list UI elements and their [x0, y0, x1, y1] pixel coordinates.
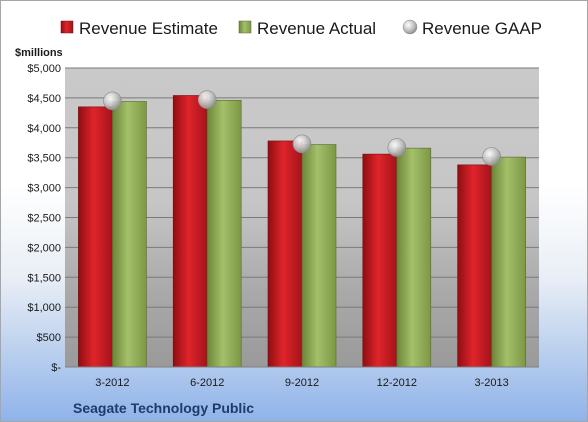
- bar-revenue-actual: [112, 101, 147, 368]
- marker-revenue-gaap: [482, 147, 501, 166]
- y-axis-unit-label: $millions: [15, 47, 63, 59]
- bar-revenue-actual: [301, 144, 337, 368]
- x-tick-label: 3-2013: [474, 377, 508, 389]
- bar-revenue-estimate: [172, 95, 208, 368]
- x-axis-tick-labels: 3-2012 6-2012 9-2012 12-2012 3-2013: [95, 377, 508, 389]
- legend-label-estimate: Revenue Estimate: [79, 19, 218, 38]
- x-tick-label: 3-2012: [95, 377, 129, 389]
- legend-swatch-estimate: [60, 20, 74, 34]
- y-tick-label: $1,500: [27, 272, 61, 284]
- y-tick-label: $4,500: [27, 93, 61, 105]
- y-tick-label: $500: [37, 332, 61, 344]
- bar-revenue-estimate: [267, 140, 303, 368]
- x-tick-label: 6-2012: [190, 377, 224, 389]
- legend-label-actual: Revenue Actual: [257, 19, 376, 38]
- legend-marker-gaap: [402, 19, 418, 35]
- bar-revenue-estimate: [78, 106, 113, 368]
- y-tick-label: $-: [51, 362, 61, 374]
- legend-swatch-actual: [238, 20, 252, 34]
- bar-revenue-estimate: [362, 153, 398, 368]
- y-tick-label: $1,000: [27, 302, 61, 314]
- y-tick-label: $4,000: [27, 123, 61, 135]
- y-tick-label: $5,000: [27, 63, 61, 75]
- y-tick-label: $2,000: [27, 242, 61, 254]
- marker-revenue-gaap: [197, 90, 217, 109]
- y-tick-label: $3,000: [27, 183, 61, 195]
- company-name: Seagate Technology Public: [73, 400, 254, 416]
- marker-revenue-gaap: [292, 134, 312, 154]
- marker-revenue-gaap: [103, 91, 122, 111]
- bar-revenue-actual: [491, 156, 526, 368]
- gaap-markers: [103, 90, 501, 166]
- bar-revenue-estimate: [457, 164, 492, 368]
- y-axis-tick-labels: $- $500 $1,000 $1,500 $2,000 $2,500 $3,000 $3,5…: [27, 63, 61, 374]
- x-tick-label: 12-2012: [377, 377, 417, 389]
- x-tick-label: 9-2012: [285, 377, 319, 389]
- y-tick-label: $3,500: [27, 153, 61, 165]
- legend-label-gaap: Revenue GAAP: [422, 19, 542, 38]
- bar-revenue-actual: [396, 147, 432, 368]
- legend: Revenue Estimate Revenue Actual Revenue …: [60, 19, 542, 38]
- bars: [78, 95, 526, 368]
- y-tick-label: $2,500: [27, 213, 61, 225]
- marker-revenue-gaap: [387, 138, 407, 157]
- bar-revenue-actual: [206, 99, 242, 368]
